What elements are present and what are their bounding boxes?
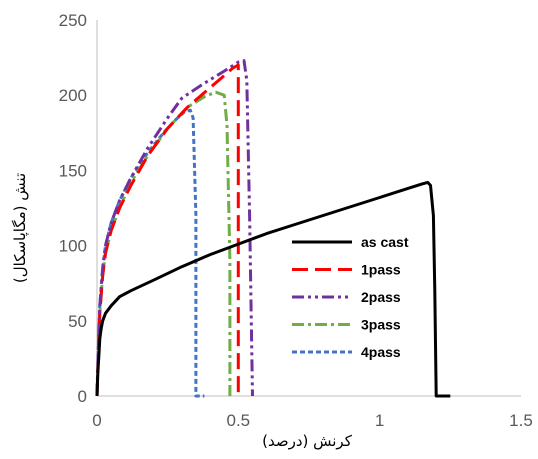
x-tick-labels: 0 0.5 1 1.5 <box>92 411 533 430</box>
y-axis-title: تنش (مگاپاسکال) <box>11 173 30 283</box>
x-axis-title: کرنش (درصد) <box>262 432 353 450</box>
y-tick-label: 0 <box>78 387 87 406</box>
y-tick-label: 200 <box>59 86 87 105</box>
axes <box>96 20 521 397</box>
series-line-1pass <box>95 63 240 397</box>
y-tick-label: 150 <box>59 161 87 180</box>
series-lines <box>95 59 451 398</box>
x-tick-label: 0 <box>92 411 101 430</box>
y-tick-label: 250 <box>59 11 87 30</box>
x-tick-label: 0.5 <box>227 411 251 430</box>
legend-label: as cast <box>361 234 409 250</box>
legend-label: 3pass <box>361 317 401 333</box>
x-tick-label: 1.5 <box>509 411 533 430</box>
legend-label: 4pass <box>361 344 401 360</box>
series-line-as-cast <box>95 180 451 398</box>
y-tick-labels: 0 50 100 150 200 250 <box>59 11 87 406</box>
series-line-3pass <box>95 90 232 397</box>
legend-label: 1pass <box>361 262 401 278</box>
x-tick-label: 1 <box>375 411 384 430</box>
series-line-2pass <box>95 59 254 397</box>
legend-label: 2pass <box>361 289 401 305</box>
y-tick-label: 50 <box>68 312 87 331</box>
y-tick-label: 100 <box>59 237 87 256</box>
legend: as cast 1pass 2pass 3pass 4pass <box>292 234 409 360</box>
